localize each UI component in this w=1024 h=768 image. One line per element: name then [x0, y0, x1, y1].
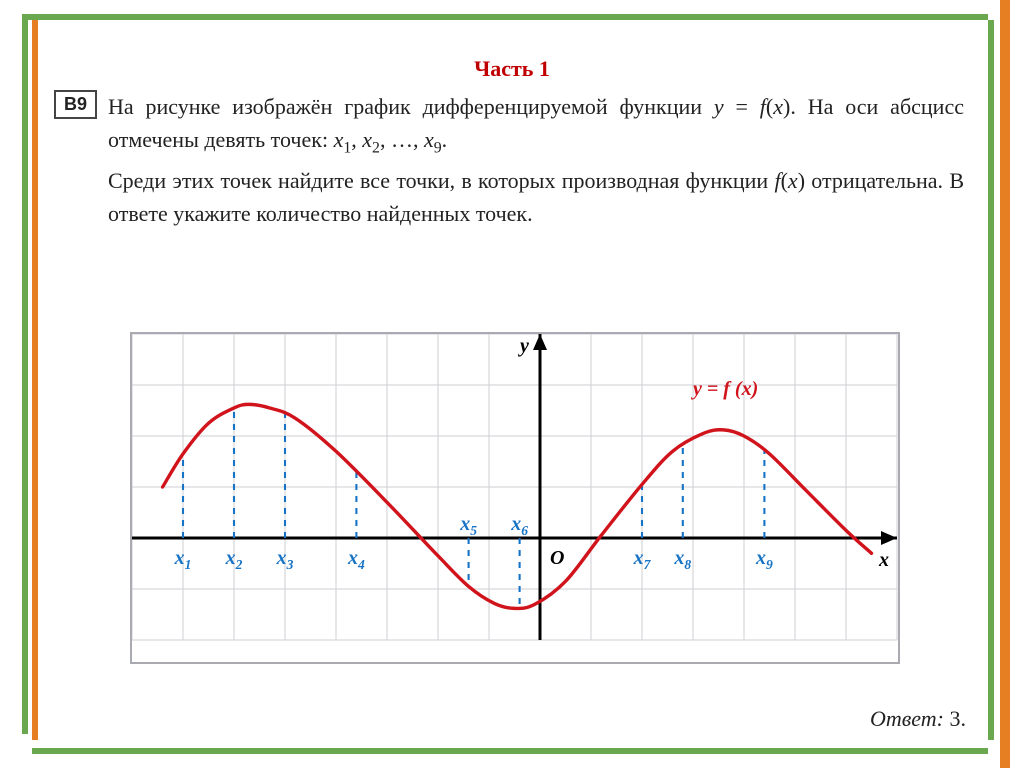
txt: = [724, 94, 760, 119]
frame-bar-left-green [22, 14, 28, 734]
graph-border [130, 332, 900, 664]
pt-x9: x [424, 127, 434, 152]
txt: На рисунке изображён график дифференциру… [108, 94, 714, 119]
problem-text: На рисунке изображён график дифференциру… [108, 90, 964, 234]
pt-x2: x [362, 127, 372, 152]
part-header: Часть 1 [0, 56, 1024, 82]
pt-x1: x [334, 127, 344, 152]
frame-bar-right-green [988, 20, 994, 740]
graph-container: x1x2x3x4x5x6x7x8x9yxOy = f (x) [130, 332, 900, 664]
frame-bar-right-orange [1000, 0, 1010, 768]
pt-x9-sub: 9 [434, 139, 442, 156]
txt: , [380, 127, 391, 152]
txt: …, [391, 127, 424, 152]
txt: . [442, 127, 448, 152]
var-y: y [714, 94, 724, 119]
txt: ) [798, 168, 805, 193]
frame-bar-bottom [32, 748, 988, 754]
frame-bar-left-orange [32, 20, 38, 740]
var-x2b: x [788, 168, 798, 193]
pt-x2-sub: 2 [372, 139, 380, 156]
slide-frame: Часть 1 В9 На рисунке изображён график д… [0, 0, 1024, 768]
answer-line: Ответ: 3. [870, 706, 966, 732]
txt: Среди этих точек найдите все точки, в ко… [108, 168, 774, 193]
frame-bar-top [22, 14, 988, 20]
answer-label: Ответ: [870, 706, 944, 731]
txt: ( [781, 168, 788, 193]
var-x: x [773, 94, 783, 119]
txt: , [351, 127, 362, 152]
answer-value: 3. [950, 706, 967, 731]
problem-badge: В9 [54, 90, 97, 119]
